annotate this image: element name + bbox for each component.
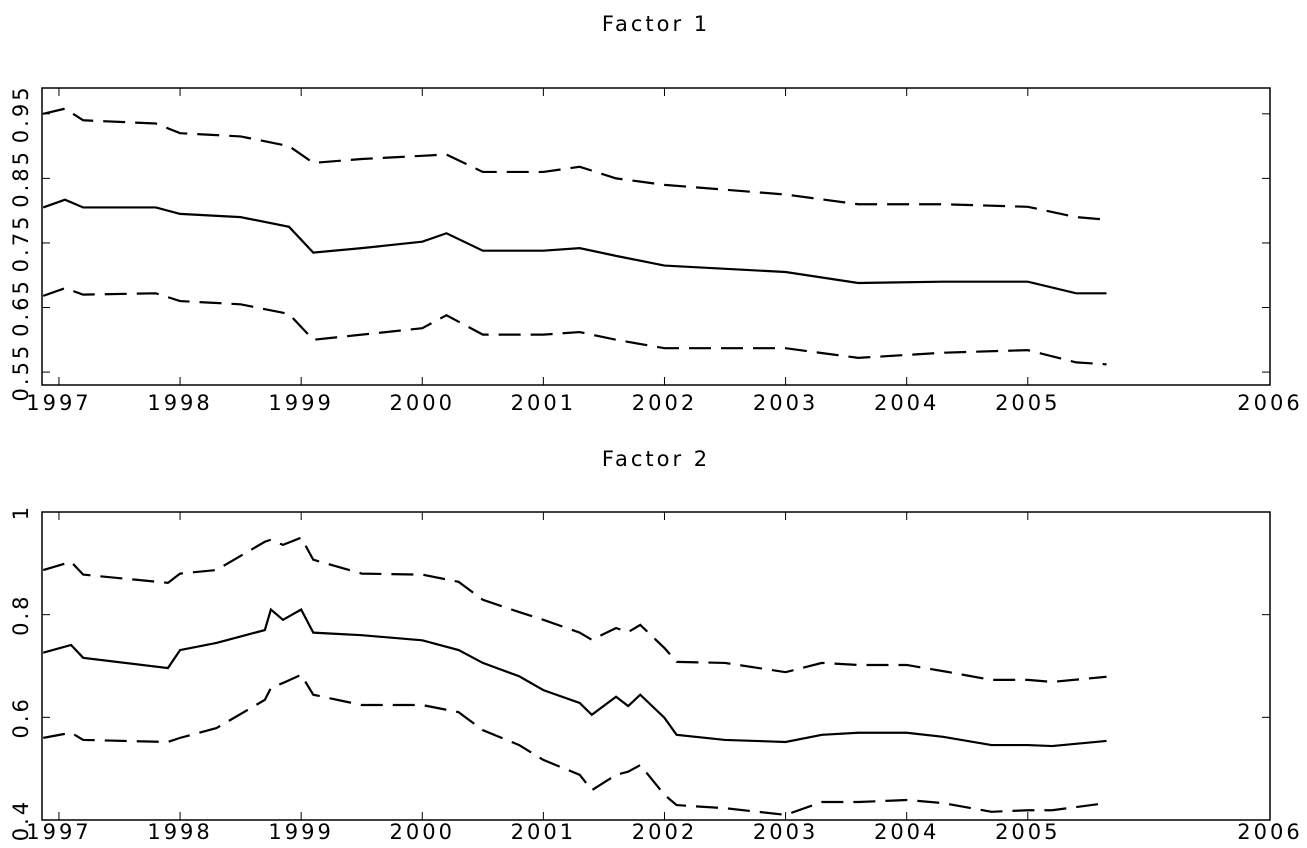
series-line — [42, 607, 1107, 748]
x-tick-label: 1998 — [147, 820, 212, 844]
y-tick-label: 0.95 — [9, 84, 33, 143]
x-tick-label: 2006 — [1237, 820, 1302, 844]
y-tick-label: 1 — [9, 504, 33, 520]
x-tick-label: 2005 — [995, 391, 1060, 415]
x-tick-label: 1999 — [268, 820, 333, 844]
x-tick-label: 2004 — [874, 820, 939, 844]
x-tick-label: 1999 — [268, 391, 333, 415]
series-line — [42, 536, 1107, 684]
y-tick-label: 0.6 — [9, 696, 33, 738]
x-tick-label: 2005 — [995, 820, 1060, 844]
y-tick-label: 0.65 — [9, 278, 33, 337]
x-tick-label: 1997 — [26, 391, 91, 415]
x-tick-label: 2002 — [632, 820, 697, 844]
y-tick-label: 0.85 — [9, 149, 33, 208]
y-tick-label: 0.8 — [9, 593, 33, 635]
x-tick-label: 2001 — [511, 391, 576, 415]
plot-frame — [41, 87, 1271, 386]
y-tick-label: 0.55 — [9, 343, 33, 402]
plot-frame — [41, 511, 1271, 821]
x-tick-label: 2000 — [390, 820, 455, 844]
series-line — [42, 198, 1107, 295]
y-tick-label: 0.75 — [9, 214, 33, 273]
x-tick-label: 2006 — [1237, 391, 1302, 415]
series-line — [42, 107, 1107, 221]
x-tick-label: 2004 — [874, 391, 939, 415]
x-tick-label: 2000 — [390, 391, 455, 415]
x-tick-label: 2001 — [511, 820, 576, 844]
x-tick-label: 1998 — [147, 391, 212, 415]
x-tick-label: 2003 — [753, 820, 818, 844]
x-tick-label: 2003 — [753, 391, 818, 415]
x-tick-label: 1997 — [26, 820, 91, 844]
chart-title: Factor 2 — [602, 447, 710, 471]
series-line — [42, 286, 1107, 366]
chart-title: Factor 1 — [602, 12, 710, 36]
series-line — [43, 673, 1107, 816]
y-tick-label: 0.4 — [9, 799, 33, 841]
x-tick-label: 2002 — [632, 391, 697, 415]
